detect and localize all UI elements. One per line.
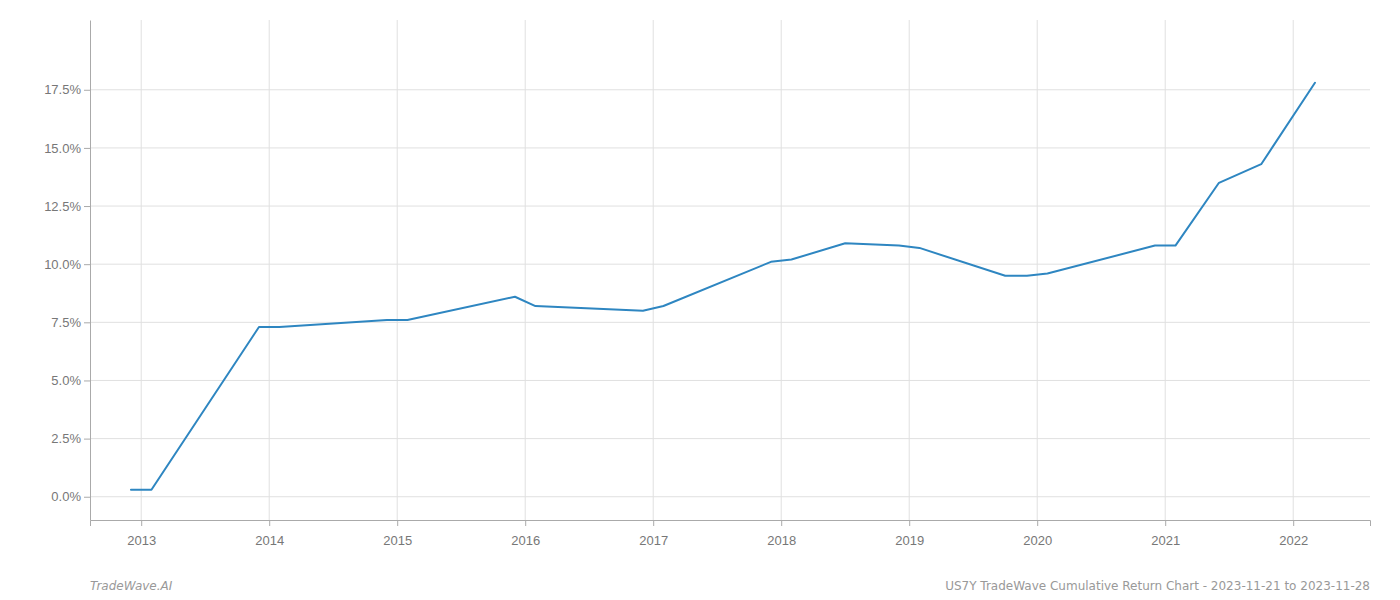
y-tick-mark (84, 497, 90, 498)
grid-line-x (141, 20, 142, 520)
x-tick-mark (1037, 520, 1038, 526)
grid-line-x (1165, 20, 1166, 520)
grid-line-y (90, 206, 1370, 207)
x-tick-mark (397, 520, 398, 526)
grid-line-x (397, 20, 398, 520)
x-tick: 2019 (895, 520, 924, 548)
marks (131, 83, 1315, 490)
x-tick-mark (1165, 520, 1166, 526)
y-tick: 5.0% (51, 373, 90, 388)
y-axis: 0.0% 2.5% 5.0% 7.5% 10.0% 12.5% 15.0% 17.5% (44, 21, 90, 521)
y-tick: 15.0% (44, 141, 90, 156)
grid-line-x (525, 20, 526, 520)
chart: 2013 2014 2015 2016 2017 2018 2019 2020 2021 2022… (0, 0, 1400, 600)
plot: 2013 2014 2015 2016 2017 2018 2019 2020 2021 2022… (44, 20, 1370, 548)
y-tick-mark (84, 90, 90, 91)
grid-line-y (90, 147, 1370, 148)
y-tick-mark (84, 380, 90, 381)
x-tick: 2017 (639, 520, 668, 548)
y-tick-label: 12.5% (44, 199, 81, 214)
y-axis-line (90, 21, 91, 521)
x-tick-label: 2015 (383, 533, 412, 548)
x-tick-mark (269, 520, 270, 526)
y-tick-mark (84, 148, 90, 149)
x-tick-label: 2018 (767, 533, 796, 548)
y-tick: 7.5% (51, 315, 90, 330)
y-tick-label: 15.0% (44, 141, 81, 156)
x-tick-mark (141, 520, 142, 526)
y-tick: 2.5% (51, 431, 90, 446)
grid-line-x (1037, 20, 1038, 520)
x-tick-label: 2013 (127, 533, 156, 548)
x-tick-label: 2016 (511, 533, 540, 548)
x-tick-mark (781, 520, 782, 526)
grid-line-x (1293, 20, 1294, 520)
y-tick-label: 10.0% (44, 257, 81, 272)
y-tick: 10.0% (44, 257, 90, 272)
grid-line-x (781, 20, 782, 520)
grid-line-y (90, 322, 1370, 323)
footer-right: US7Y TradeWave Cumulative Return Chart -… (945, 579, 1370, 593)
y-tick-label: 7.5% (51, 315, 81, 330)
x-tick: 2015 (383, 520, 412, 548)
x-tick-label: 2022 (1279, 533, 1308, 548)
x-tick: 2013 (127, 520, 156, 548)
grid-line-y (90, 264, 1370, 265)
grid-line-x (653, 20, 654, 520)
y-tick: 17.5% (44, 82, 90, 97)
grid-line-y (90, 380, 1370, 381)
x-tick: 2018 (767, 520, 796, 548)
grid-line-x (909, 20, 910, 520)
y-tick-mark (84, 206, 90, 207)
footer-left: TradeWave.AI (90, 579, 173, 593)
y-tick-label: 0.0% (51, 489, 81, 504)
y-tick-label: 5.0% (51, 373, 81, 388)
y-tick-mark (84, 439, 90, 440)
y-tick: 0.0% (51, 489, 90, 504)
x-tick: 2022 (1279, 520, 1308, 548)
y-tick-mark (84, 264, 90, 265)
x-tick-label: 2014 (255, 533, 284, 548)
x-tick-mark (1293, 520, 1294, 526)
x-tick-mark (525, 520, 526, 526)
y-tick-label: 2.5% (51, 431, 81, 446)
x-tick-label: 2017 (639, 533, 668, 548)
grid (90, 20, 1370, 520)
x-tick-mark (909, 520, 910, 526)
grid-line-y (90, 89, 1370, 90)
grid-line-y (90, 438, 1370, 439)
x-tick: 2014 (255, 520, 284, 548)
x-axis-line (91, 521, 1371, 527)
line (131, 83, 1315, 490)
x-tick: 2021 (1151, 520, 1180, 548)
y-tick-mark (84, 322, 90, 323)
x-tick-label: 2020 (1023, 533, 1052, 548)
y-tick: 12.5% (44, 199, 90, 214)
x-tick: 2020 (1023, 520, 1052, 548)
grid-line-x (269, 20, 270, 520)
x-tick-label: 2019 (895, 533, 924, 548)
y-tick-label: 17.5% (44, 82, 81, 97)
x-tick-mark (653, 520, 654, 526)
x-tick-label: 2021 (1151, 533, 1180, 548)
x-tick: 2016 (511, 520, 540, 548)
x-axis: 2013 2014 2015 2016 2017 2018 2019 2020 2021 2022 (91, 520, 1371, 548)
grid-line-y (90, 496, 1370, 497)
